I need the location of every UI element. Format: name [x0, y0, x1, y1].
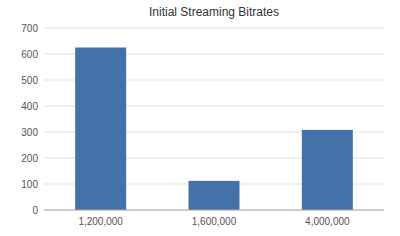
- y-tick-label: 200: [21, 153, 38, 164]
- y-tick-label: 600: [21, 49, 38, 60]
- x-tick-label: 1,600,000: [192, 216, 237, 227]
- bar: [75, 48, 126, 211]
- y-tick-label: 400: [21, 101, 38, 112]
- bars: [75, 48, 353, 211]
- bar: [302, 130, 353, 210]
- chart-container: Initial Streaming Bitrates 0 100 200 300 400 5…: [0, 0, 400, 236]
- x-tick-label: 4,000,000: [305, 216, 350, 227]
- x-tick-label: 1,200,000: [78, 216, 123, 227]
- y-tick-label: 500: [21, 75, 38, 86]
- bar: [189, 181, 240, 210]
- grid-line: [44, 28, 384, 29]
- y-tick-label: 700: [21, 23, 38, 34]
- y-tick-label: 100: [21, 179, 38, 190]
- y-tick-label: 300: [21, 127, 38, 138]
- grid-line: [44, 210, 384, 211]
- x-axis-line: [44, 210, 384, 211]
- grid: [44, 28, 384, 210]
- chart: Initial Streaming Bitrates 0 100 200 300 400 5…: [0, 0, 400, 236]
- y-tick-label: 0: [32, 205, 38, 216]
- title: Initial Streaming Bitrates: [149, 5, 279, 19]
